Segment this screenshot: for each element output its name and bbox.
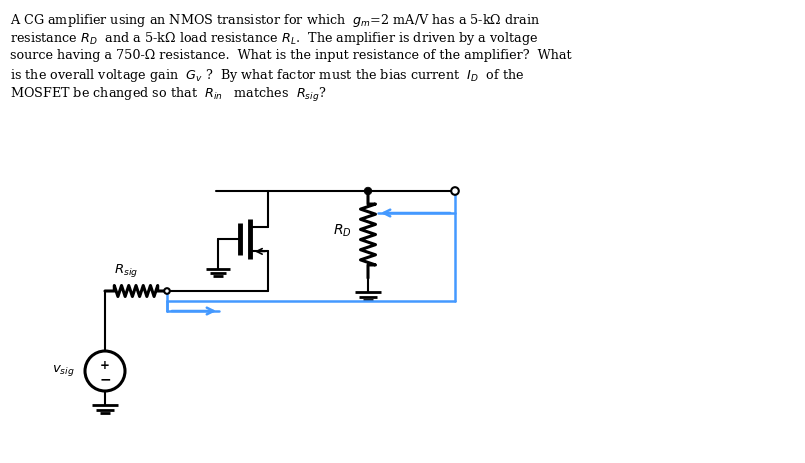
Text: resistance $R_D$  and a 5-kΩ load resistance $R_L$.  The amplifier is driven by : resistance $R_D$ and a 5-kΩ load resista…	[10, 31, 538, 47]
Circle shape	[364, 188, 372, 195]
Text: −: −	[99, 372, 111, 386]
Circle shape	[451, 188, 459, 195]
Text: +: +	[100, 358, 110, 371]
Text: source having a 750-Ω resistance.  What is the input resistance of the amplifier: source having a 750-Ω resistance. What i…	[10, 49, 572, 62]
Text: $v_{sig}$: $v_{sig}$	[52, 362, 74, 377]
Text: $R_D$: $R_D$	[333, 222, 352, 238]
Circle shape	[164, 288, 170, 294]
Text: A CG amplifier using an NMOS transistor for which  $g_m$=2 mA/V has a 5-kΩ drain: A CG amplifier using an NMOS transistor …	[10, 12, 540, 29]
Text: is the overall voltage gain  $G_v$ ?  By what factor must the bias current  $I_D: is the overall voltage gain $G_v$ ? By w…	[10, 67, 525, 84]
Text: MOSFET be changed so that  $R_{in}$   matches  $R_{sig}$?: MOSFET be changed so that $R_{in}$ match…	[10, 86, 326, 104]
Text: $R_{sig}$: $R_{sig}$	[114, 262, 138, 278]
